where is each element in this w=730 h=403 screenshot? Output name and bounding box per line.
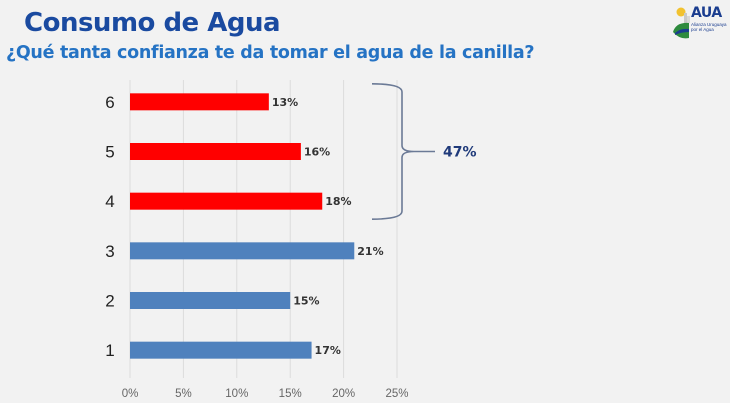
bar-1 (130, 341, 312, 359)
bar-3 (130, 242, 355, 260)
logo-tagline: Alianza Uruguaya por el Agua (691, 22, 727, 32)
x-tick-label: 25% (385, 388, 408, 400)
aua-logo: AUA Alianza Uruguaya por el Agua (672, 2, 728, 44)
bars (130, 93, 355, 359)
x-tick-label: 0% (122, 388, 139, 400)
category-label: 6 (105, 93, 114, 112)
x-tick-label: 20% (332, 388, 355, 400)
bar-value-label: 16% (304, 146, 330, 159)
brace-icon (371, 83, 435, 220)
value-labels: 13% 16% 18% 21% 15% 17% (272, 96, 384, 357)
bar-5 (130, 143, 301, 160)
logo-emblem-icon (673, 7, 690, 39)
x-tick-label: 15% (279, 388, 302, 400)
group-total-label: 47% (443, 145, 477, 161)
bar-value-label: 13% (272, 96, 298, 109)
x-tick-label: 10% (225, 388, 248, 400)
x-tick-label: 5% (175, 388, 192, 400)
bar-2 (130, 292, 291, 309)
bar-6 (130, 93, 269, 111)
category-label: 2 (105, 292, 114, 311)
bar-value-label: 18% (325, 195, 351, 208)
bar-value-label: 21% (357, 245, 383, 258)
x-axis-tick-labels: 0% 5% 10% 15% 20% 25% (122, 388, 409, 400)
category-label: 1 (105, 341, 114, 360)
bar-value-label: 17% (315, 344, 341, 357)
chart-question-subtitle: ¿Qué tanta confianza te da tomar el agua… (6, 43, 535, 63)
page-title: Consumo de Agua (24, 8, 281, 38)
category-label: 5 (105, 143, 114, 162)
category-label: 3 (105, 242, 114, 261)
bar-4 (130, 192, 323, 210)
logo-wordmark: AUA (691, 5, 722, 21)
bar-value-label: 15% (293, 295, 319, 308)
group-annotation: 47% (371, 83, 477, 220)
category-labels: 6 5 4 3 2 1 (105, 93, 114, 360)
category-label: 4 (105, 192, 114, 211)
gridlines (129, 80, 398, 378)
